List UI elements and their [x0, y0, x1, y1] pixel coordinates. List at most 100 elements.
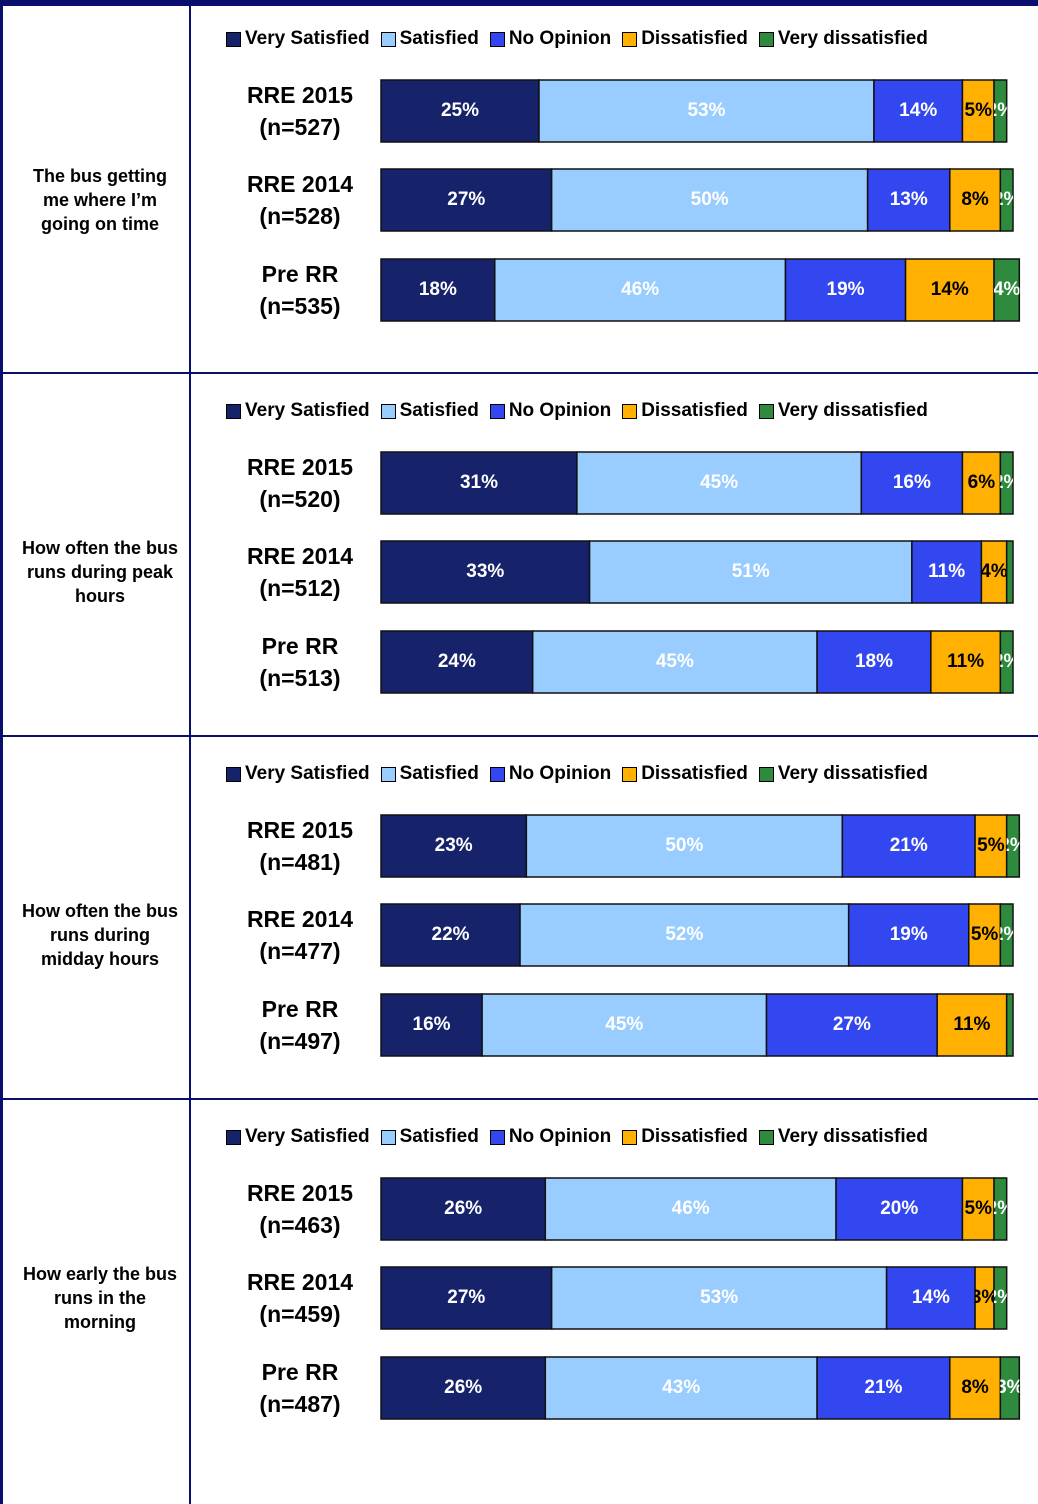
bar-segment [380, 1177, 547, 1241]
bar-segment [519, 903, 850, 967]
bar-segment [1005, 540, 1014, 604]
data-label: 45% [700, 472, 738, 493]
label-clip: 53% [700, 1287, 738, 1308]
legend-label: Very Satisfied [245, 28, 370, 49]
legend-swatch [622, 766, 638, 782]
label-clip: 25% [441, 100, 479, 121]
row-divider [0, 1098, 1038, 1100]
category-label: Pre RR (n=513) [259, 633, 341, 691]
data-label: 18% [855, 651, 893, 672]
bar-segment [936, 993, 1008, 1057]
label-clip: 11% [928, 561, 965, 582]
bar-segment [999, 168, 1014, 232]
left-border [0, 0, 3, 1504]
data-label: 13% [890, 189, 928, 210]
bar-segment [949, 168, 1002, 232]
bar-segment [993, 79, 1008, 143]
legend-label: No Opinion [508, 400, 612, 421]
legend-item: No Opinion [489, 1126, 611, 1148]
label-clip: 27% [833, 1014, 871, 1035]
data-label: 21% [864, 1377, 902, 1398]
bar-segment [588, 540, 913, 604]
legend-item: Satisfied [380, 763, 479, 785]
legend-label: Dissatisfied [641, 763, 748, 784]
data-label: 43% [662, 1377, 700, 1398]
legend-label: Satisfied [399, 400, 479, 421]
label-clip: 2% [994, 1287, 1007, 1308]
bar-segment [904, 258, 995, 322]
legend-label: Very dissatisfied [777, 28, 928, 49]
legend-swatch [758, 766, 774, 782]
legend-swatch [380, 403, 396, 419]
data-label: 45% [605, 1014, 643, 1035]
bar-segment [961, 451, 1002, 515]
bar-segment [784, 258, 907, 322]
row-divider [0, 735, 1038, 737]
data-label: 14% [899, 100, 937, 121]
data-label: 8% [961, 189, 989, 210]
bar-segment [380, 1266, 553, 1330]
category-label: RRE 2014 (n=477) [246, 906, 354, 964]
category-label: Pre RR (n=535) [259, 261, 341, 319]
legend-item: Dissatisfied [622, 400, 748, 422]
data-label: 11% [953, 1014, 990, 1035]
data-label: 5% [977, 835, 1005, 856]
label-clip: 4% [993, 279, 1021, 300]
bar-segment [538, 79, 875, 143]
data-label: 2% [993, 189, 1021, 210]
bar-segment [999, 451, 1014, 515]
bar-segment [999, 903, 1014, 967]
legend-item: Dissatisfied [622, 28, 748, 50]
data-label: 5% [965, 1198, 993, 1219]
bar-segment [999, 630, 1014, 694]
label-clip: 31% [460, 472, 498, 493]
question-label: How often the bus runs during peak hours [22, 538, 178, 606]
label-clip: 45% [700, 472, 738, 493]
data-label: 19% [827, 279, 865, 300]
legend-swatch [489, 766, 505, 782]
legend: Very Satisfied Satisfied No Opinion Dissati… [226, 1126, 939, 1148]
label-clip: 6% [968, 472, 996, 493]
legend-swatch [226, 403, 241, 419]
bar-segment [576, 451, 863, 515]
data-label: 51% [732, 561, 770, 582]
bar-segment [765, 993, 938, 1057]
label-clip: 2% [994, 100, 1007, 121]
data-label: 2% [987, 1198, 1015, 1219]
data-label: 14% [931, 279, 969, 300]
label-clip: 45% [605, 1014, 643, 1035]
legend-swatch [380, 31, 396, 47]
data-label: 2% [993, 472, 1021, 493]
legend-swatch [758, 31, 774, 47]
category-label: RRE 2015 (n=463) [246, 1180, 354, 1238]
data-label: 21% [890, 835, 928, 856]
label-clip: 2% [993, 189, 1021, 210]
data-label: 2% [993, 924, 1021, 945]
label-clip: 2% [1000, 651, 1013, 672]
legend-item: Dissatisfied [622, 1126, 748, 1148]
bar-segment [380, 168, 553, 232]
data-label: 5% [971, 924, 999, 945]
bar-segment [930, 630, 1002, 694]
legend-swatch [622, 403, 638, 419]
top-border [0, 0, 1038, 6]
label-clip: 53% [687, 100, 725, 121]
data-label: 4% [993, 279, 1021, 300]
bar-segment [999, 1356, 1021, 1420]
data-label: 6% [968, 472, 996, 493]
data-label: 16% [893, 472, 931, 493]
data-label: 19% [890, 924, 928, 945]
category-label: RRE 2015 (n=527) [246, 82, 354, 140]
bar-segment [380, 1356, 547, 1420]
label-clip: 26% [444, 1377, 482, 1398]
bar-segment [993, 258, 1021, 322]
label-clip: 26% [444, 1198, 482, 1219]
legend-label: Very dissatisfied [777, 1126, 928, 1147]
column-divider [189, 0, 191, 1504]
legend-swatch [758, 403, 774, 419]
data-label: 46% [621, 279, 659, 300]
legend-label: No Opinion [508, 763, 612, 784]
label-clip: 5% [965, 100, 993, 121]
label-clip: 3% [1000, 1377, 1019, 1398]
